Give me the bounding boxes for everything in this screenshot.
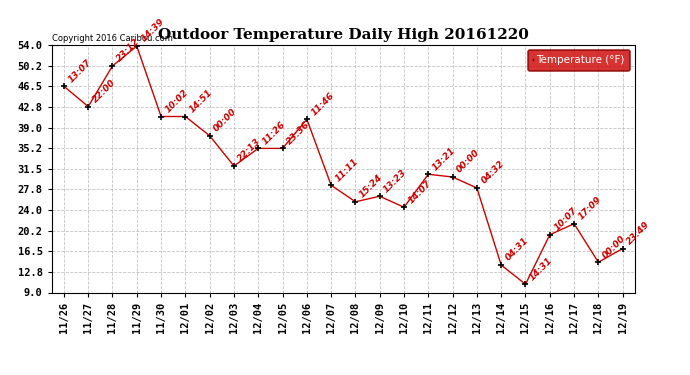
- Text: 04:32: 04:32: [480, 159, 506, 186]
- Text: 23:36: 23:36: [285, 120, 312, 146]
- Legend: Temperature (°F): Temperature (°F): [528, 50, 629, 70]
- Text: 22:13: 22:13: [237, 137, 263, 164]
- Text: 13:23: 13:23: [382, 168, 408, 194]
- Text: 10:02: 10:02: [164, 88, 190, 114]
- Text: 13:21: 13:21: [431, 146, 457, 172]
- Text: 00:00: 00:00: [455, 148, 482, 175]
- Text: 00:00: 00:00: [601, 234, 627, 260]
- Text: Copyright 2016 Caribou.com: Copyright 2016 Caribou.com: [52, 33, 172, 42]
- Text: 14:07: 14:07: [406, 178, 433, 205]
- Text: 04:31: 04:31: [504, 236, 530, 263]
- Text: 13:07: 13:07: [66, 57, 93, 84]
- Text: 14:31: 14:31: [528, 255, 555, 282]
- Text: 23:12: 23:12: [115, 37, 141, 64]
- Text: 00:00: 00:00: [212, 107, 239, 134]
- Text: 14:51: 14:51: [188, 88, 215, 114]
- Text: 17:09: 17:09: [577, 195, 603, 222]
- Text: 14:39: 14:39: [139, 17, 166, 44]
- Text: 11:26: 11:26: [261, 120, 287, 146]
- Text: 11:46: 11:46: [309, 90, 336, 117]
- Text: 10:07: 10:07: [552, 206, 579, 232]
- Text: 22:00: 22:00: [90, 78, 117, 104]
- Text: 15:24: 15:24: [358, 173, 384, 200]
- Text: 11:11: 11:11: [333, 156, 360, 183]
- Title: Outdoor Temperature Daily High 20161220: Outdoor Temperature Daily High 20161220: [158, 28, 529, 42]
- Text: 23:49: 23:49: [625, 220, 651, 246]
